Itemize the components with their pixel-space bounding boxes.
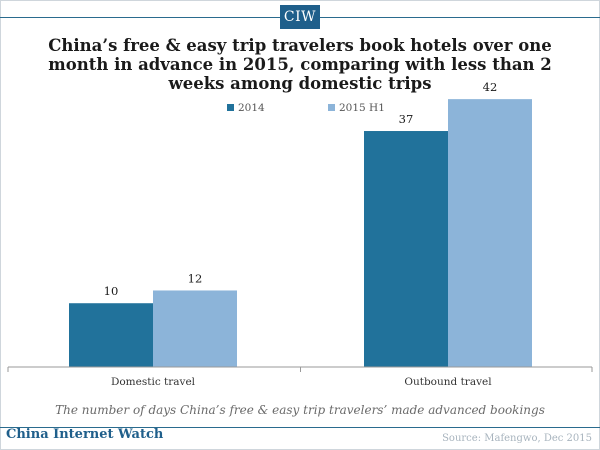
legend: 2014 2015 H1	[227, 102, 385, 114]
footer-rule	[0, 427, 600, 428]
chart-subtitle: The number of days China’s free & easy t…	[55, 403, 545, 417]
x-axis: Domestic travel Outbound travel	[7, 366, 593, 388]
category-label-0: Domestic travel	[111, 376, 196, 388]
legend-swatch-0	[227, 104, 234, 111]
brand-footer: China Internet Watch	[6, 427, 164, 442]
legend-label-0: 2014	[238, 102, 265, 114]
value-label-1-0: 37	[399, 112, 414, 126]
bar-1-0	[364, 131, 448, 367]
legend-swatch-1	[328, 104, 335, 111]
bars	[69, 99, 532, 367]
value-label-1-1: 42	[483, 80, 498, 94]
value-label-0-1: 12	[188, 271, 203, 285]
bar-0-0	[69, 303, 153, 367]
category-label-1: Outbound travel	[404, 376, 492, 388]
data-labels: 10 12 37 42	[104, 80, 498, 298]
legend-label-1: 2015 H1	[339, 102, 385, 114]
chart-title: China’s free & easy trip travelers book …	[48, 36, 552, 93]
brand-badge: CIW	[280, 5, 320, 29]
bar-1-1	[448, 99, 532, 367]
bar-0-1	[153, 290, 237, 367]
source-note: Source: Mafengwo, Dec 2015	[442, 433, 592, 444]
value-label-0-0: 10	[104, 284, 119, 298]
